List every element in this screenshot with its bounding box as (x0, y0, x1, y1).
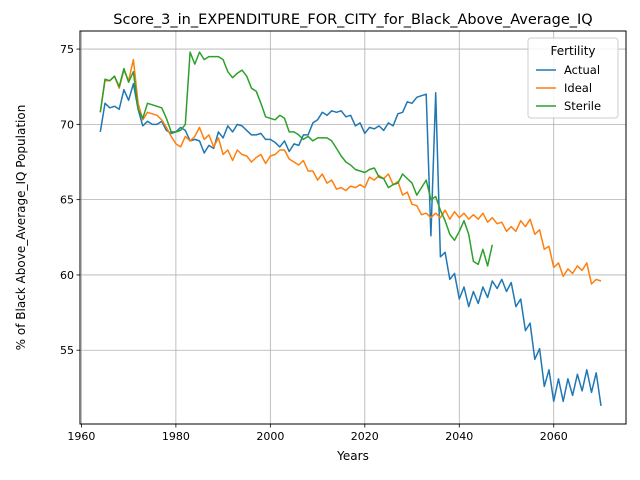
y-tick-label: 70 (60, 118, 74, 131)
x-tick-label: 1980 (162, 430, 190, 443)
x-tick-label: 1960 (67, 430, 95, 443)
x-axis-label: Years (336, 449, 369, 463)
legend-title: Fertility (550, 44, 595, 58)
series-line-sterile (99, 51, 494, 267)
x-tick-label: 2040 (445, 430, 473, 443)
x-tick-label: 2000 (256, 430, 284, 443)
legend-box (527, 37, 619, 119)
series-layer (99, 51, 602, 407)
y-tick-label: 75 (60, 43, 74, 56)
legend-label-actual: Actual (564, 63, 600, 77)
x-tick-label: 2060 (540, 430, 568, 443)
y-tick-label: 55 (60, 344, 74, 357)
series-line-actual (99, 82, 602, 407)
y-tick-label: 60 (60, 269, 74, 282)
y-tick-label: 65 (60, 194, 74, 207)
plot-frame (79, 30, 627, 425)
legend-label-ideal: Ideal (564, 81, 592, 95)
series-line-ideal (99, 58, 602, 285)
y-axis-label: % of Black Above_Average_IQ Population (14, 105, 28, 351)
legend: Fertility Actual Ideal Sterile (527, 37, 619, 119)
legend-label-sterile: Sterile (564, 99, 601, 113)
x-tick-label: 2020 (351, 430, 379, 443)
ticks: 1960 1980 2000 2020 2040 2060 55 60 65 70 75 (60, 43, 568, 443)
chart-title: Score_3_in_EXPENDITURE_FOR_CITY_for_Blac… (113, 12, 592, 28)
